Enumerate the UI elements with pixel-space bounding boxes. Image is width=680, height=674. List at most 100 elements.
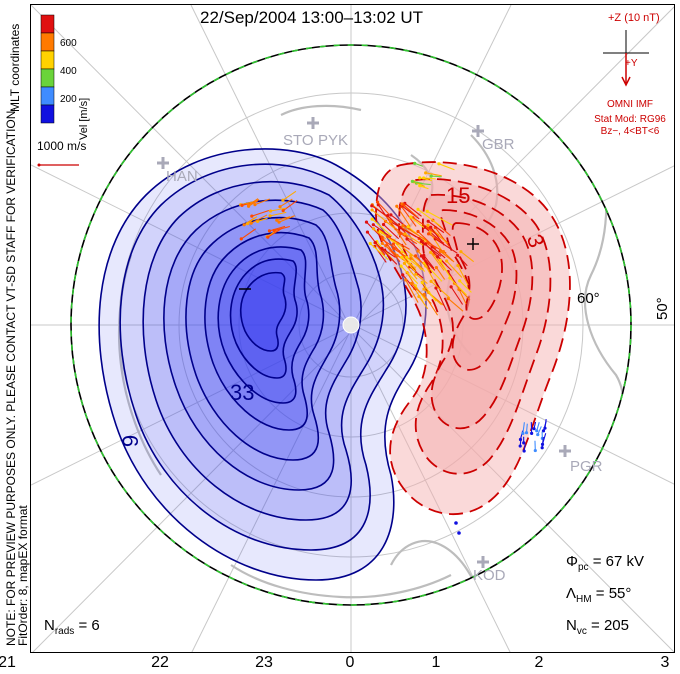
velocity-vector-origin xyxy=(266,235,270,239)
velocity-vector-origin xyxy=(413,161,417,165)
velocity-vector-origin xyxy=(441,250,446,254)
velocity-vector-origin xyxy=(405,255,409,260)
velocity-vector-origin xyxy=(380,241,384,246)
velocity-vector xyxy=(420,255,431,270)
hm-boundary-latitude: ΛHM = 55° xyxy=(566,585,632,605)
velocity-vector xyxy=(458,289,467,305)
station-marker xyxy=(157,157,169,169)
station-label-pyk: PYK xyxy=(318,132,349,149)
velocity-vector xyxy=(282,190,297,201)
mlt-tick-23: 23 xyxy=(255,654,273,671)
velocity-vector xyxy=(250,214,268,224)
velocity-vector-origin xyxy=(409,253,413,258)
velocity-vector xyxy=(460,251,475,263)
velocity-vector-origin xyxy=(249,221,253,225)
velocity-vector xyxy=(387,235,410,250)
velocity-vector xyxy=(254,198,270,206)
velocity-vector-origin xyxy=(267,229,272,233)
velocity-vector xyxy=(402,225,429,242)
velocity-vector-origin xyxy=(416,249,420,253)
velocity-vector xyxy=(248,198,259,206)
velocity-vector-origin xyxy=(524,431,529,435)
velocity-vector xyxy=(435,238,458,254)
velocity-vector xyxy=(279,198,293,208)
velocity-vector xyxy=(425,172,442,177)
station-label-gbr: GBR xyxy=(482,136,515,153)
velocity-vector-origin xyxy=(437,162,441,166)
velocity-vector xyxy=(431,246,446,259)
velocity-vector-origin xyxy=(245,222,250,226)
velocity-vector xyxy=(269,225,286,232)
velocity-vector xyxy=(446,260,463,278)
velocity-vector xyxy=(424,226,440,241)
velocity-vector-origin xyxy=(416,207,420,211)
velocity-vector-origin xyxy=(365,230,370,234)
colorbar-tick-200: 200 xyxy=(60,94,77,105)
velocity-vector xyxy=(383,224,400,240)
velocity-vector-origin xyxy=(391,242,395,246)
imf-model-label: Stat Mod: RG96 xyxy=(594,114,666,125)
velocity-vector-origin xyxy=(240,203,244,207)
velocity-vector-origin xyxy=(429,225,433,229)
velocity-vector xyxy=(541,437,544,448)
station-markers xyxy=(157,117,571,568)
velocity-vector xyxy=(459,280,472,293)
velocity-vector-origin xyxy=(370,208,374,212)
velocity-vector xyxy=(371,209,396,230)
velocity-vector xyxy=(412,180,423,184)
velocity-vector-origin xyxy=(380,235,384,239)
velocity-vector xyxy=(374,242,386,256)
velocity-vector xyxy=(438,163,455,171)
velocity-vector xyxy=(421,282,437,302)
page-title: 22/Sep/2004 13:00–13:02 UT xyxy=(200,8,424,27)
velocity-vector xyxy=(415,273,428,284)
velocity-vector xyxy=(457,254,468,267)
velocity-vector xyxy=(282,200,298,212)
velocity-vector xyxy=(406,256,426,272)
velocity-vector-origin xyxy=(414,272,418,276)
colorbar-tick-600: 600 xyxy=(60,38,77,49)
velocity-vector-origin xyxy=(459,250,463,254)
velocity-vector-origin xyxy=(368,241,372,246)
velocity-vector xyxy=(435,287,448,311)
velocity-vector-origin xyxy=(242,223,246,227)
station-label-kod: KOD xyxy=(473,567,506,584)
velocity-vector xyxy=(430,252,445,271)
velocity-vector-origin xyxy=(268,209,273,213)
velocity-vector xyxy=(423,177,436,180)
velocity-vector-origin xyxy=(438,258,442,262)
velocity-vector xyxy=(396,205,411,227)
colorbar-tick-400: 400 xyxy=(60,66,77,77)
velocity-vector xyxy=(417,231,437,250)
latitude-label-50: 50° xyxy=(654,297,671,320)
velocity-vector xyxy=(423,262,443,282)
velocity-vector xyxy=(248,198,260,207)
velocity-vector xyxy=(401,256,416,273)
coordinate-system-label: MLT coordinates xyxy=(8,23,22,112)
velocity-vector-origin xyxy=(370,204,374,208)
colorbar-segment xyxy=(40,86,55,106)
velocity-vector xyxy=(414,288,424,303)
velocity-vector-origin xyxy=(392,246,396,251)
velocity-vector xyxy=(439,250,453,262)
velocity-vectors xyxy=(239,161,547,535)
velocity-vector xyxy=(240,200,258,206)
velocity-vector-origin xyxy=(422,253,426,257)
magnetic-pole-marker xyxy=(342,316,360,334)
velocity-vector-origin xyxy=(281,198,285,202)
velocity-vector-origin xyxy=(246,204,251,208)
velocity-vector xyxy=(403,262,418,280)
velocity-vector-origin xyxy=(419,254,423,258)
velocity-vector xyxy=(371,218,393,237)
velocity-vector xyxy=(431,175,442,178)
velocity-vector-origin xyxy=(381,222,386,227)
velocity-vector-origin xyxy=(401,273,405,277)
velocity-vector-origin xyxy=(438,249,442,253)
velocity-colorbar xyxy=(40,14,55,124)
velocity-vector xyxy=(419,177,433,182)
velocity-vector-origin xyxy=(250,214,254,218)
station-marker xyxy=(559,445,571,457)
fit-order-label: FitOrder: 8, mapEX format xyxy=(16,505,30,646)
mlt-tick-3: 3 xyxy=(660,654,670,671)
velocity-vector xyxy=(278,215,295,223)
